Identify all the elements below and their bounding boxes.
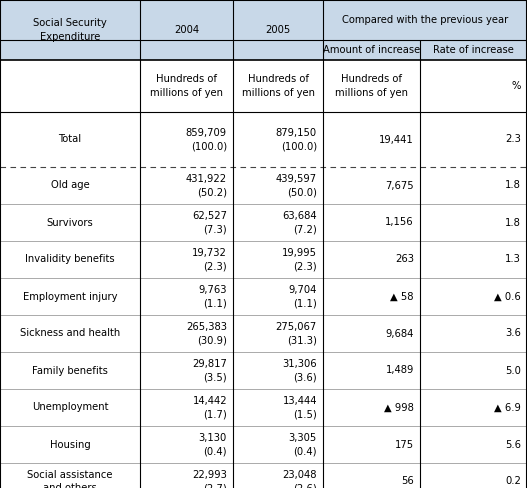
Text: 879,150
(100.0): 879,150 (100.0): [276, 128, 317, 151]
Text: 19,441: 19,441: [379, 135, 414, 144]
Text: ▲ 58: ▲ 58: [391, 291, 414, 302]
Text: 22,993
(2.7): 22,993 (2.7): [192, 470, 227, 488]
Text: 1,156: 1,156: [385, 218, 414, 227]
Text: Hundreds of
millions of yen: Hundreds of millions of yen: [150, 74, 223, 98]
Text: 63,684
(7.2): 63,684 (7.2): [282, 211, 317, 234]
Text: Total: Total: [58, 135, 82, 144]
Text: 175: 175: [395, 440, 414, 449]
Text: 31,306
(3.6): 31,306 (3.6): [282, 359, 317, 382]
Text: ▲ 6.9: ▲ 6.9: [494, 403, 521, 412]
Text: 23,048
(2.6): 23,048 (2.6): [282, 470, 317, 488]
Text: 7,675: 7,675: [385, 181, 414, 190]
Text: ▲ 998: ▲ 998: [384, 403, 414, 412]
Text: 5.6: 5.6: [505, 440, 521, 449]
Text: Rate of increase: Rate of increase: [433, 45, 514, 55]
Text: Old age: Old age: [51, 181, 90, 190]
Text: Employment injury: Employment injury: [23, 291, 117, 302]
Text: 431,922
(50.2): 431,922 (50.2): [186, 174, 227, 197]
Text: 3,130
(0.4): 3,130 (0.4): [199, 433, 227, 456]
Text: 19,995
(2.3): 19,995 (2.3): [282, 248, 317, 271]
Text: Hundreds of
millions of yen: Hundreds of millions of yen: [241, 74, 315, 98]
Text: 2004: 2004: [174, 25, 199, 35]
Text: 1.3: 1.3: [505, 255, 521, 264]
Bar: [0, 0, 527, 60]
Text: %: %: [512, 81, 521, 91]
Text: 1.8: 1.8: [505, 181, 521, 190]
Text: Housing: Housing: [50, 440, 90, 449]
Text: Family benefits: Family benefits: [32, 366, 108, 375]
Text: 9,704
(1.1): 9,704 (1.1): [289, 285, 317, 308]
Text: Amount of increase: Amount of increase: [323, 45, 420, 55]
Text: Invalidity benefits: Invalidity benefits: [25, 255, 115, 264]
Text: 13,444
(1.5): 13,444 (1.5): [282, 396, 317, 419]
Text: 9,684: 9,684: [386, 328, 414, 339]
Text: 2005: 2005: [266, 25, 290, 35]
Text: 3,305
(0.4): 3,305 (0.4): [289, 433, 317, 456]
Text: 14,442
(1.7): 14,442 (1.7): [192, 396, 227, 419]
Text: 1.8: 1.8: [505, 218, 521, 227]
Text: Sickness and health: Sickness and health: [20, 328, 120, 339]
Text: 2.3: 2.3: [505, 135, 521, 144]
Text: 56: 56: [401, 476, 414, 487]
Text: ▲ 0.6: ▲ 0.6: [494, 291, 521, 302]
Text: 9,763
(1.1): 9,763 (1.1): [199, 285, 227, 308]
Text: Unemployment: Unemployment: [32, 403, 108, 412]
Text: 29,817
(3.5): 29,817 (3.5): [192, 359, 227, 382]
Text: 5.0: 5.0: [505, 366, 521, 375]
Text: 439,597
(50.0): 439,597 (50.0): [276, 174, 317, 197]
Text: 0.2: 0.2: [505, 476, 521, 487]
Text: 1,489: 1,489: [386, 366, 414, 375]
Text: Survivors: Survivors: [46, 218, 93, 227]
Text: Social assistance
and others: Social assistance and others: [27, 470, 113, 488]
Text: Social Security
Expenditure: Social Security Expenditure: [33, 19, 107, 41]
Text: 263: 263: [395, 255, 414, 264]
Text: 265,383
(30.9): 265,383 (30.9): [186, 322, 227, 345]
Text: Compared with the previous year: Compared with the previous year: [342, 15, 508, 25]
Text: 62,527
(7.3): 62,527 (7.3): [192, 211, 227, 234]
Text: 859,709
(100.0): 859,709 (100.0): [186, 128, 227, 151]
Text: Hundreds of
millions of yen: Hundreds of millions of yen: [335, 74, 408, 98]
Text: 3.6: 3.6: [505, 328, 521, 339]
Text: 19,732
(2.3): 19,732 (2.3): [192, 248, 227, 271]
Text: 275,067
(31.3): 275,067 (31.3): [276, 322, 317, 345]
